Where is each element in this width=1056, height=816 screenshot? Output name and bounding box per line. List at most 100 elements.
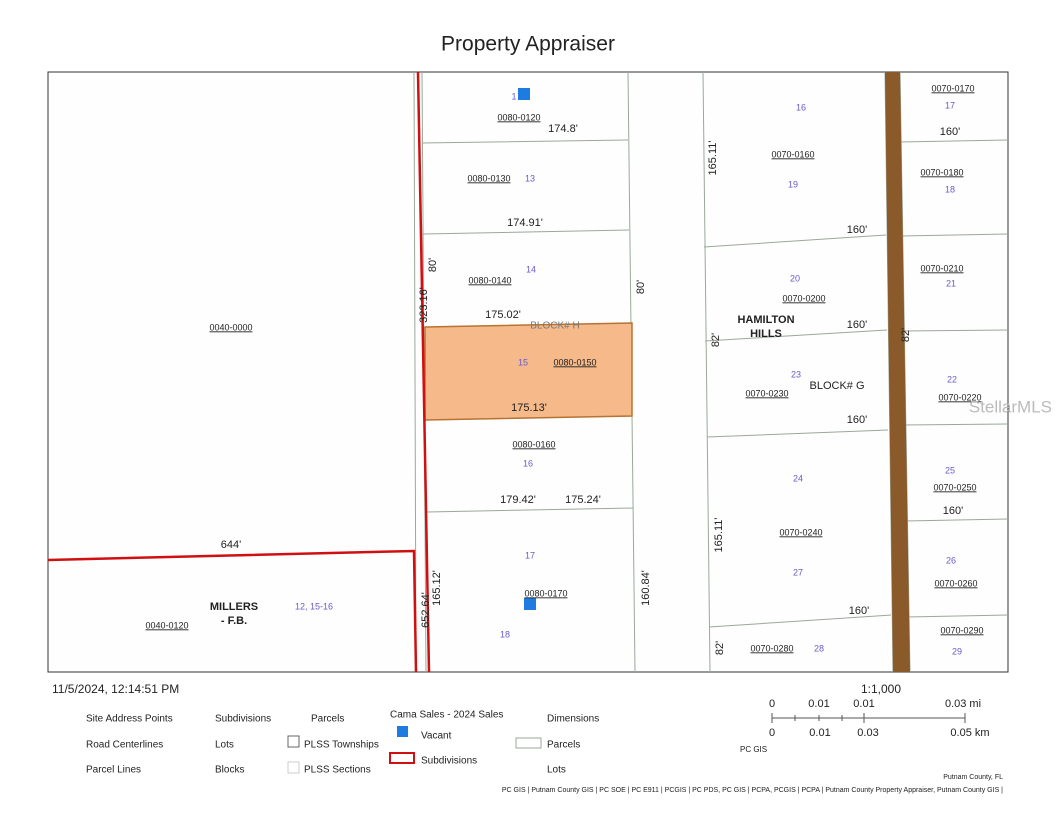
legend-item: PLSS Townships [304,740,379,751]
map-label: BLOCK# G [809,380,864,392]
legend-swatch [287,735,300,748]
legend-item: Blocks [215,765,244,776]
map-label: 82' [900,328,912,342]
map-label: 175.02' [485,309,521,321]
map-label: 0070-0230 [745,388,788,398]
map-label: 0070-0240 [779,527,822,537]
map-label: 1 [511,91,516,101]
scale-label: 0.03 mi [945,698,981,710]
scale-ratio: 1:1,000 [861,682,901,696]
scale-label: 0.03 [857,727,878,739]
map-label: BLOCK# H [530,321,579,332]
map-label: 22 [947,374,957,384]
map-label: 25 [945,465,955,475]
map-label: 0070-0210 [920,263,963,273]
map [47,71,1009,673]
map-label: 174.8' [548,123,578,135]
map-label: HILLS [750,328,782,340]
map-label: 165.12' [431,570,443,606]
legend-item: Dimensions [547,714,599,725]
legend-swatch [397,726,408,737]
map-label: 15 [518,357,528,367]
legend-item: Lots [215,740,234,751]
legend-item: Parcels [311,714,344,725]
map-label: 20 [790,273,800,283]
map-label: 82' [710,333,722,347]
map-label: 0070-0290 [940,625,983,635]
map-label: 18 [945,184,955,194]
map-label: 0080-0170 [524,588,567,598]
map-label: 160' [847,319,867,331]
map-label: 26 [946,555,956,565]
vacant-sale [524,598,536,610]
legend-item: Parcels [547,740,580,751]
map-label: 160' [940,126,960,138]
map-label: 644' [221,539,241,551]
legend-item: Parcel Lines [86,765,141,776]
map-label: 28 [814,643,824,653]
legend-swatch [287,761,300,774]
legend-item: Cama Sales - 2024 Sales [390,710,503,721]
map-label: 179.42' [500,494,536,506]
map-label: 0070-0280 [750,643,793,653]
map-label: 175.13' [511,402,547,414]
credits: PC GIS | Putnam County GIS | PC SOE | PC… [502,787,1003,794]
map-label: 18 [500,629,510,639]
map-label: 323.16' [418,287,430,323]
road [885,72,910,672]
map-label: 0080-0140 [468,275,511,285]
map-label: 0070-0200 [782,293,825,303]
map-label: 160.84' [640,570,652,606]
map-label: 0070-0260 [934,578,977,588]
map-label: 0080-0150 [553,357,596,367]
legend-item: Vacant [421,731,452,742]
scale-label: 0.01 [853,698,874,710]
map-label: 0040-0000 [209,322,252,332]
legend-item: Lots [547,765,566,776]
map-label: StellarMLS [969,397,1052,416]
map-label: 160' [849,605,869,617]
map-label: 652.64' [420,592,432,628]
map-label: 27 [793,567,803,577]
map-label: 160' [943,505,963,517]
timestamp: 11/5/2024, 12:14:51 PM [52,682,179,696]
map-label: 0040-0120 [145,620,188,630]
map-label: 17 [945,100,955,110]
scale-bar [771,713,966,723]
map-label: 80' [427,258,439,272]
map-label: 12, 15-16 [295,601,333,611]
scale-label: 0 [769,698,775,710]
map-label: 0080-0130 [467,173,510,183]
map-label: 165.11' [707,141,719,176]
map-label: 24 [793,473,803,483]
map-label: HAMILTON [737,314,794,326]
legend-swatch [515,737,542,749]
scale-source: PC GIS [740,745,767,754]
map-label: 19 [788,179,798,189]
footer: 11/5/2024, 12:14:51 PM 1:1,000 PC GIS Si… [52,682,1003,794]
map-label: 80' [635,280,647,294]
map-label: 0070-0250 [933,482,976,492]
title: Property Appraiser [441,33,615,56]
map-label: 0070-0170 [931,83,974,93]
map-label: 29 [952,646,962,656]
map-label: 0080-0160 [512,439,555,449]
scale-label: 0.01 [808,698,829,710]
map-label: 16 [796,102,806,112]
map-label: 0070-0180 [920,167,963,177]
legend-item: Subdivisions [421,756,477,767]
scale-label: 0.05 km [950,727,989,739]
map-label: 0070-0220 [938,392,981,402]
legend-item: PLSS Sections [304,765,371,776]
legend-item: Subdivisions [215,714,271,725]
map-label: 0080-0120 [497,112,540,122]
map-labels: 1 0080-0120 174.8' 0080-0130 13 174.91' 80' 008… [145,83,1052,656]
map-label: MILLERS [210,601,258,613]
map-label: 0070-0160 [771,149,814,159]
map-label: 16 [523,458,533,468]
map-label: 160' [847,414,867,426]
map-label: 23 [791,369,801,379]
map-label: 175.24' [565,494,601,506]
legend-item: Road Centerlines [86,740,163,751]
